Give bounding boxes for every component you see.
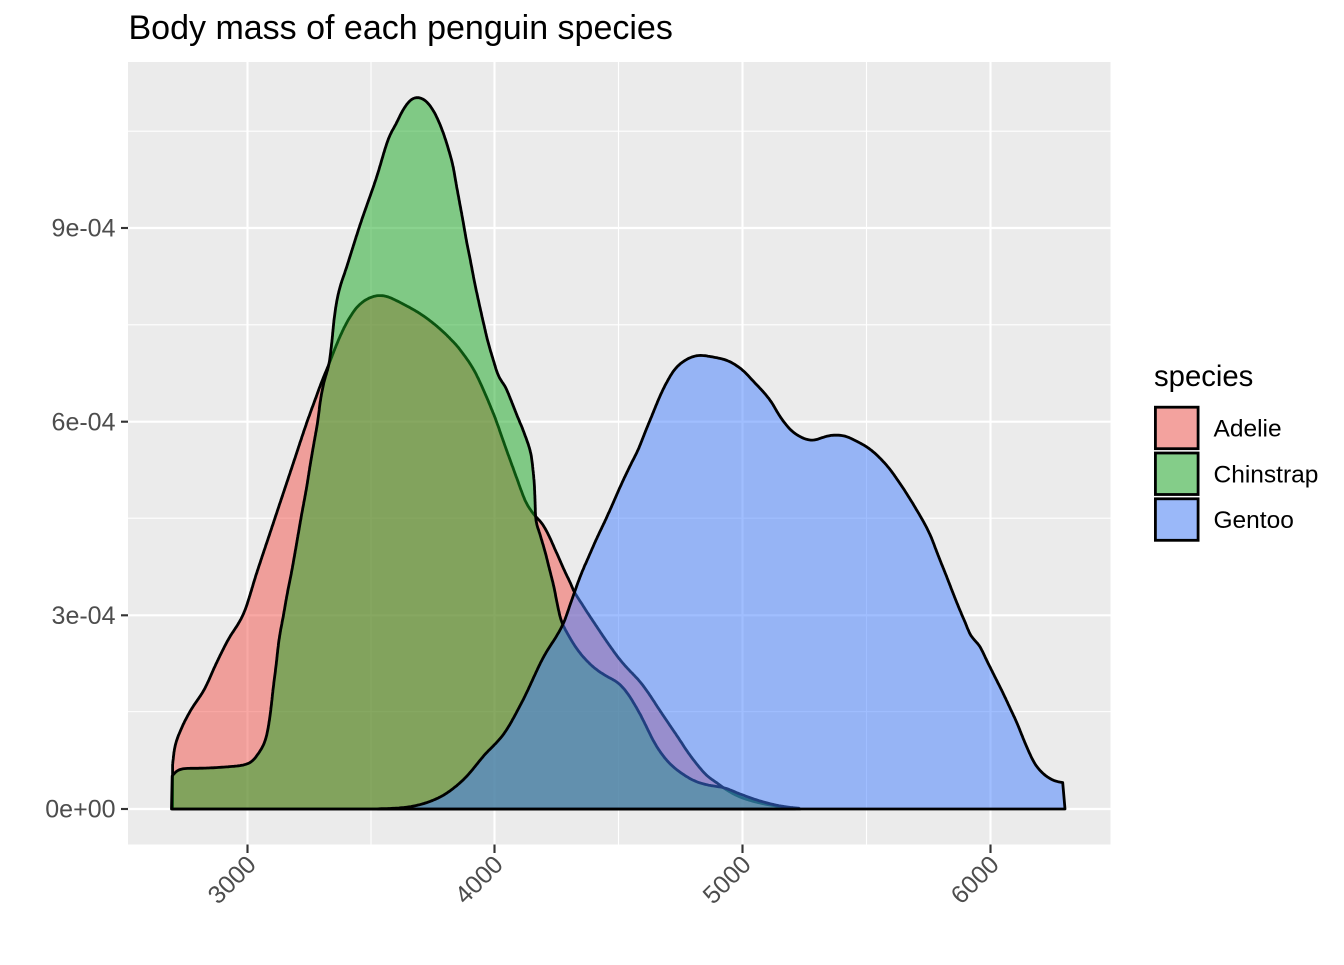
svg-text:species: species [1154, 360, 1253, 393]
svg-text:Chinstrap: Chinstrap [1214, 461, 1319, 488]
svg-text:Gentoo: Gentoo [1214, 507, 1294, 534]
svg-text:Adelie: Adelie [1214, 416, 1282, 443]
svg-text:6e-04: 6e-04 [52, 408, 116, 436]
svg-text:9e-04: 9e-04 [52, 215, 116, 243]
svg-text:3e-04: 3e-04 [52, 602, 116, 630]
svg-text:Body mass of each penguin spec: Body mass of each penguin species [129, 9, 673, 47]
svg-text:0e+00: 0e+00 [45, 796, 115, 824]
